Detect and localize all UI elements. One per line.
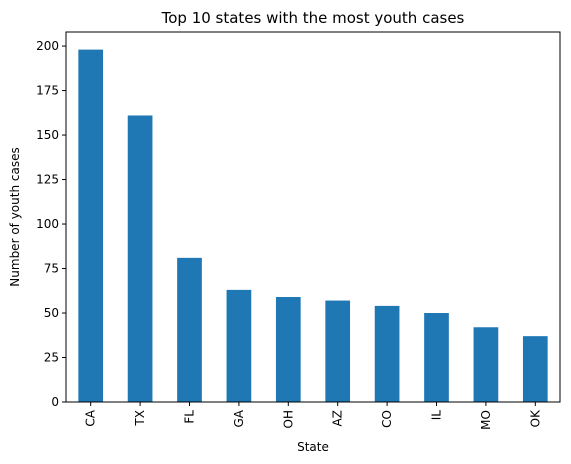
x-tick-label: CO <box>380 410 394 428</box>
x-tick-label: OK <box>528 409 542 427</box>
bar-fl <box>177 257 202 402</box>
x-tick-label: TX <box>133 410 147 427</box>
x-tick-label: AZ <box>331 410 345 426</box>
x-tick-label: OH <box>281 410 295 428</box>
y-tick-label: 125 <box>36 173 59 187</box>
plot-frame <box>65 31 561 403</box>
y-tick-label: 150 <box>36 128 59 142</box>
x-tick-label: GA <box>232 409 246 427</box>
y-tick-label: 200 <box>36 39 59 53</box>
y-axis-label: Number of youth cases <box>8 147 22 286</box>
y-tick-label: 0 <box>51 395 59 409</box>
bar-il <box>424 313 449 402</box>
bar-oh <box>275 296 301 402</box>
y-axis-ticks: 0 25 50 75 100 125 150 175 200 <box>36 39 66 409</box>
bar-ok <box>522 336 548 402</box>
y-tick-label: 25 <box>44 351 59 365</box>
bar-ca <box>78 49 104 402</box>
x-tick-label: CA <box>84 409 98 426</box>
chart-title: Top 10 states with the most youth cases <box>161 9 465 27</box>
bar-mo <box>473 327 499 402</box>
x-axis-label: State <box>297 440 329 454</box>
x-axis-ticks: CA TX FL GA OH AZ CO IL MO OK <box>84 402 542 430</box>
y-tick-label: 50 <box>44 306 59 320</box>
y-tick-label: 175 <box>36 84 59 98</box>
bar-az <box>325 300 351 402</box>
bar-ga <box>226 289 252 402</box>
bar-co <box>374 305 400 402</box>
x-tick-label: IL <box>430 410 444 421</box>
y-tick-label: 75 <box>44 262 59 276</box>
bar-tx <box>127 115 153 402</box>
x-tick-label: FL <box>183 410 197 424</box>
x-tick-label: MO <box>479 410 493 430</box>
y-tick-label: 100 <box>36 217 59 231</box>
bars-group <box>78 49 548 402</box>
